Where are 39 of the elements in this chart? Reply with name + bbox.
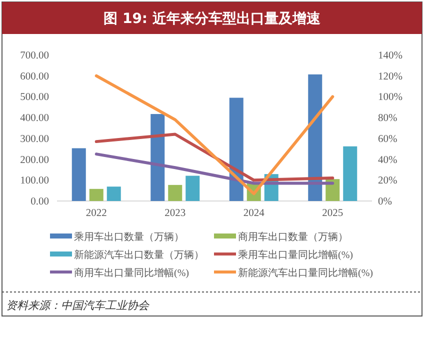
bar: [186, 176, 200, 201]
line-series: [94, 74, 334, 196]
bar: [308, 74, 322, 201]
y2-tick-label: 120%: [378, 71, 403, 82]
bar: [343, 146, 358, 201]
y2-tick-label: 0%: [378, 196, 392, 208]
legend-label: 新能源汽车出口数量（万辆）: [74, 249, 204, 261]
text: 资料来源：中国汽车工业协会: [6, 299, 150, 312]
y2-tick-label: 100%: [378, 92, 403, 104]
y-tick-label: 0.00: [30, 196, 49, 208]
y2-tick-label: 80%: [378, 113, 398, 124]
y-tick-label: 500.00: [20, 92, 49, 104]
y-tick-label: 600.00: [20, 71, 49, 82]
bar: [150, 114, 165, 201]
y-tick-label: 700.00: [20, 50, 49, 62]
x-tick-label: 2022: [86, 208, 107, 219]
bar: [168, 184, 182, 201]
bar: [89, 188, 104, 201]
x-tick-label: 2025: [322, 208, 344, 219]
y-tick-label: 200.00: [20, 154, 49, 166]
legend-label: 乘用车出口量同比增幅(%): [238, 249, 353, 261]
y2-tick-label: 20%: [378, 176, 398, 187]
bar: [229, 98, 244, 201]
legend-label: 新能源汽车出口量同比增幅(%): [238, 267, 373, 279]
line-series: [94, 132, 334, 182]
bar: [106, 186, 121, 201]
x-tick-label: 2023: [164, 208, 186, 219]
x-tick-label: 2024: [243, 208, 266, 219]
y-tick-label: 100.00: [20, 176, 49, 187]
y2-tick-label: 40%: [378, 154, 398, 166]
chart-title: 图 19: 近年来分车型出口量及增速: [104, 10, 322, 27]
legend-label: 商用车出口量同比增幅(%): [74, 267, 189, 279]
y2-tick-label: 60%: [378, 134, 398, 145]
y2-tick-label: 140%: [378, 50, 403, 62]
y-tick-label: 400.00: [20, 113, 49, 124]
legend-label: 乘用车出口数量（万辆）: [74, 231, 184, 243]
legend-label: 商用车出口数量（万辆）: [238, 231, 348, 243]
bar: [72, 148, 86, 201]
y-tick-label: 300.00: [20, 134, 49, 145]
